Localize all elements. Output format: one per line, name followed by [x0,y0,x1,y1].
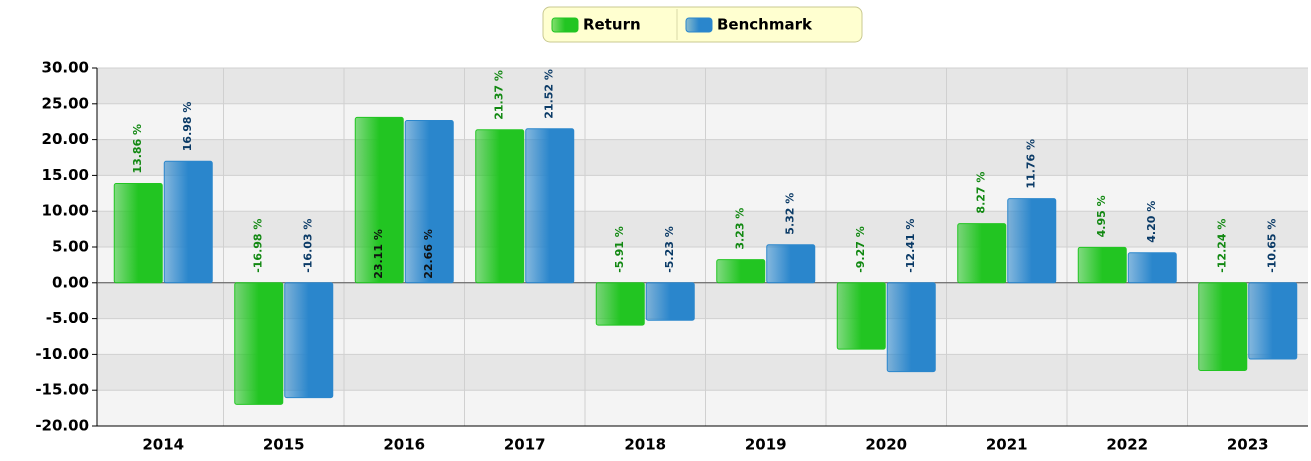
plot: 2014 13.86 % 16.98 % 2015 -16.98 % -16.03 % 20… [113,69,1298,454]
value-label: -5.23 % [663,226,676,273]
y-tick-label: 30.00 [42,59,89,77]
y-tick-label: 20.00 [42,130,89,148]
value-label: 21.52 % [543,69,556,119]
value-label: 21.37 % [493,70,506,120]
y-tick-label: 15.00 [42,166,89,184]
bar [163,160,213,284]
legend-swatch [685,17,713,33]
value-label: 4.95 % [1095,195,1108,237]
y-tick-label: -10.00 [35,345,89,363]
legend-swatch [551,17,579,33]
bar [716,259,766,284]
value-label: -5.91 % [613,226,626,273]
y-tick-label: 0.00 [52,273,89,291]
value-label: 4.20 % [1145,201,1158,243]
value-label: 8.27 % [975,172,988,214]
x-tick-label: 2017 [504,436,546,454]
value-label: -12.41 % [904,219,917,273]
value-label: 23.11 % [372,229,385,279]
y-tick-label: 25.00 [42,94,89,112]
bar [957,223,1007,284]
value-label: -9.27 % [854,226,867,273]
grid-band [97,68,1308,104]
value-label: -10.65 % [1266,219,1279,273]
x-tick-label: 2016 [383,436,425,454]
x-tick-label: 2023 [1227,436,1269,454]
bar [836,282,886,350]
x-tick-label: 2014 [142,436,184,454]
value-label: 3.23 % [734,208,747,250]
value-label: 5.32 % [784,193,797,235]
x-tick-label: 2019 [745,436,787,454]
legend-label: Return [583,16,641,34]
value-label: 16.98 % [181,102,194,152]
value-label: -16.03 % [302,219,315,273]
y-tick-label: -20.00 [35,417,89,435]
bar [1198,282,1248,371]
value-label: -16.98 % [252,219,265,273]
y-tick-label: 5.00 [52,238,89,256]
grid-band [97,139,1308,176]
bar [284,282,334,399]
bar [475,129,525,284]
bar [525,128,575,284]
bar [234,282,284,405]
value-label: 22.66 % [422,229,435,279]
x-tick-label: 2020 [865,436,907,454]
value-label: 11.76 % [1025,139,1038,189]
y-tick-label: -15.00 [35,381,89,399]
grid-band [97,211,1308,247]
bar [1007,198,1057,284]
bar [595,282,645,326]
bar [354,116,404,284]
x-tick-label: 2021 [986,436,1028,454]
bar [1127,252,1177,284]
legend-label: Benchmark [717,16,813,34]
bar [645,282,695,321]
legend: Return Benchmark [542,6,863,43]
y-tick-label: 10.00 [42,202,89,220]
bar [766,244,816,284]
value-label: -12.24 % [1216,219,1229,273]
x-tick-label: 2015 [263,436,305,454]
bar [1077,246,1127,284]
bar [1248,282,1298,360]
y-tick-label: -5.00 [46,309,89,327]
x-tick-label: 2022 [1106,436,1148,454]
bar [886,282,936,373]
x-tick-label: 2018 [624,436,666,454]
bar [113,183,163,284]
bar [404,120,454,284]
value-label: 13.86 % [131,124,144,174]
